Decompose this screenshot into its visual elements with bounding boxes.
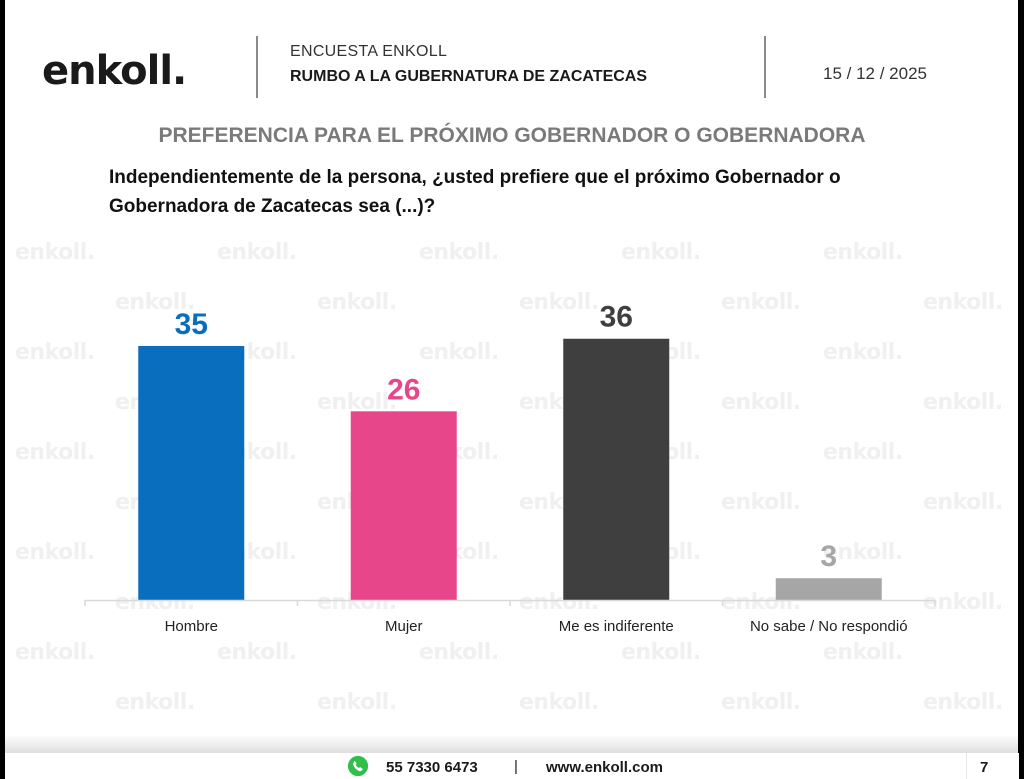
screen-border-left — [0, 0, 5, 779]
bar-3 — [775, 578, 882, 600]
survey-title: RUMBO A LA GUBERNATURA DE ZACATECAS — [290, 68, 648, 85]
bar-value-label: 35 — [175, 308, 208, 341]
survey-question: Independientemente de la persona, ¿usted… — [109, 167, 841, 217]
footer-shadow — [5, 735, 1018, 753]
enkoll-logo: enkoll. — [42, 48, 187, 94]
section-title: PREFERENCIA PARA EL PRÓXIMO GOBERNADOR O… — [158, 124, 866, 147]
footer-separator: | — [514, 758, 518, 775]
header-divider — [256, 36, 258, 98]
website-link[interactable]: www.enkoll.com — [546, 759, 663, 776]
survey-label: ENCUESTA ENKOLL — [290, 43, 448, 60]
bar-value-label: 26 — [387, 373, 420, 406]
bar-0 — [138, 346, 245, 600]
header-divider — [764, 36, 766, 98]
bar-2 — [563, 338, 670, 600]
footer-bar — [5, 753, 1018, 779]
screen-border-right — [1018, 0, 1024, 779]
page-number-box — [966, 753, 1019, 779]
category-label: No sabe / No respondió — [750, 618, 908, 635]
survey-date: 15 / 12 / 2025 — [823, 64, 927, 83]
page-number: 7 — [980, 759, 989, 776]
contact-phone: 55 7330 6473 — [386, 759, 478, 776]
whatsapp-icon — [347, 755, 369, 777]
bar-1 — [350, 411, 457, 600]
bar-value-label: 36 — [600, 301, 633, 334]
category-label: Mujer — [385, 618, 423, 635]
bar-value-label: 3 — [820, 540, 837, 573]
category-label: Me es indiferente — [559, 618, 674, 635]
category-label: Hombre — [165, 618, 218, 635]
